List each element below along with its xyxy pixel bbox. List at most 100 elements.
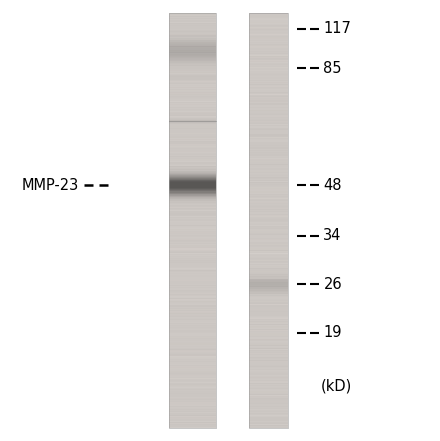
Bar xyxy=(169,105,216,107)
Bar xyxy=(169,401,216,402)
Bar xyxy=(169,380,216,381)
Bar xyxy=(249,317,288,318)
Bar xyxy=(249,266,288,267)
Bar xyxy=(249,385,288,386)
Bar xyxy=(169,415,216,416)
Bar xyxy=(169,241,216,242)
Bar xyxy=(249,233,288,234)
Bar xyxy=(249,61,288,62)
Bar xyxy=(249,422,288,424)
Bar xyxy=(169,182,216,183)
Bar xyxy=(249,230,288,231)
Bar xyxy=(249,386,288,387)
Bar xyxy=(249,179,288,180)
Bar xyxy=(249,408,288,409)
Bar xyxy=(249,389,288,390)
Bar xyxy=(169,410,216,411)
Bar xyxy=(169,371,216,372)
Bar xyxy=(169,161,216,162)
Bar xyxy=(169,205,216,206)
Bar xyxy=(169,69,216,70)
Bar xyxy=(249,182,288,183)
Bar xyxy=(169,37,216,38)
Bar xyxy=(169,113,216,114)
Bar xyxy=(249,199,288,200)
Bar xyxy=(249,20,288,22)
Bar xyxy=(249,117,288,118)
Bar xyxy=(249,100,288,101)
Bar xyxy=(249,167,288,168)
Bar xyxy=(169,395,216,396)
Bar xyxy=(249,318,288,319)
Bar xyxy=(169,406,216,407)
Bar xyxy=(169,22,216,24)
Bar xyxy=(249,194,288,196)
Bar xyxy=(169,426,216,427)
Bar xyxy=(249,213,288,214)
Bar xyxy=(249,93,288,94)
Bar xyxy=(169,65,216,66)
Bar xyxy=(169,220,216,221)
Bar xyxy=(169,159,216,161)
Bar xyxy=(249,165,288,167)
Bar xyxy=(169,417,216,419)
Bar xyxy=(249,353,288,354)
Bar xyxy=(169,134,216,135)
Bar xyxy=(249,256,288,257)
Bar xyxy=(249,362,288,363)
Bar xyxy=(249,175,288,176)
Bar xyxy=(249,261,288,262)
Bar xyxy=(249,111,288,112)
Bar xyxy=(169,277,216,279)
Bar xyxy=(249,410,288,411)
Bar xyxy=(249,29,288,30)
Bar xyxy=(249,97,288,98)
Bar xyxy=(249,409,288,410)
Bar xyxy=(169,183,216,184)
Bar xyxy=(249,85,288,86)
Bar xyxy=(249,113,288,114)
Bar xyxy=(249,211,288,212)
Bar xyxy=(169,214,216,215)
Bar xyxy=(169,372,216,373)
Bar xyxy=(249,324,288,325)
Bar xyxy=(169,174,216,175)
Bar xyxy=(249,414,288,415)
Bar xyxy=(249,402,288,403)
Bar xyxy=(249,375,288,376)
Bar xyxy=(169,13,216,428)
Bar xyxy=(169,39,216,40)
Bar xyxy=(169,359,216,360)
Bar xyxy=(169,186,216,187)
Bar xyxy=(249,217,288,218)
Bar xyxy=(249,55,288,56)
Bar xyxy=(249,173,288,174)
Bar xyxy=(249,284,288,285)
Bar xyxy=(249,196,288,197)
Bar xyxy=(249,366,288,368)
Bar xyxy=(169,213,216,214)
Bar xyxy=(249,383,288,384)
Bar xyxy=(249,298,288,299)
Bar xyxy=(169,86,216,87)
Bar xyxy=(169,295,216,296)
Bar xyxy=(249,338,288,339)
Bar xyxy=(169,84,216,85)
Bar xyxy=(249,145,288,146)
Bar xyxy=(169,366,216,368)
Bar xyxy=(249,215,288,217)
Bar xyxy=(169,370,216,371)
Bar xyxy=(169,31,216,32)
Bar xyxy=(169,212,216,213)
Bar xyxy=(169,56,216,57)
Bar xyxy=(249,407,288,408)
Bar xyxy=(249,267,288,268)
Bar xyxy=(169,400,216,401)
Bar xyxy=(249,158,288,159)
Bar xyxy=(169,369,216,370)
Bar xyxy=(249,162,288,164)
Bar xyxy=(249,411,288,412)
Bar xyxy=(169,287,216,288)
Bar xyxy=(169,228,216,229)
Bar xyxy=(169,194,216,196)
